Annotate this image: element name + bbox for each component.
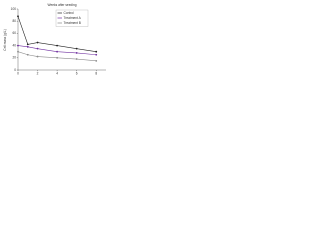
x-tick-label: 6 [76, 71, 78, 75]
point [75, 52, 78, 54]
point [75, 58, 78, 60]
point [26, 45, 29, 48]
point [56, 50, 59, 53]
point [26, 43, 29, 46]
x-tick-label: 4 [56, 71, 58, 75]
legend-box [55, 9, 89, 27]
x-tick-label: 0 [17, 71, 19, 75]
y-tick-label: 20 [12, 56, 16, 60]
point [95, 53, 98, 56]
x-tick-label: 2 [37, 71, 39, 75]
page: {"chart_data": {"type": "line", "x_label… [0, 0, 110, 80]
point [75, 47, 78, 50]
y-tick-label: 40 [12, 43, 16, 47]
point [36, 55, 39, 58]
legend-label: Control [64, 11, 75, 15]
y-tick-label: 0 [14, 68, 16, 72]
point [17, 50, 19, 53]
point [26, 53, 29, 56]
y-tick-label: 60 [12, 31, 16, 35]
point [56, 44, 59, 47]
chart: Weeks after seeding Cell mass (g/L) 0 20 4… [3, 3, 106, 75]
y-axis-label: Cell mass (g/L) [3, 29, 7, 50]
x-axis-label: Weeks after seeding [48, 3, 77, 7]
point [36, 47, 39, 50]
series-line [17, 45, 97, 56]
point [56, 56, 59, 59]
x-tick-label: 8 [95, 71, 97, 75]
y-tick-label: 80 [12, 19, 16, 23]
point [17, 44, 19, 47]
series-line [17, 51, 97, 62]
legend-label: Treatment A [64, 16, 82, 20]
point [36, 41, 39, 44]
point [95, 50, 98, 53]
y-tick-label: 100 [11, 7, 17, 11]
point [95, 59, 98, 62]
point [17, 15, 19, 18]
legend-label: Treatment B [64, 21, 81, 25]
series-line [17, 16, 97, 52]
